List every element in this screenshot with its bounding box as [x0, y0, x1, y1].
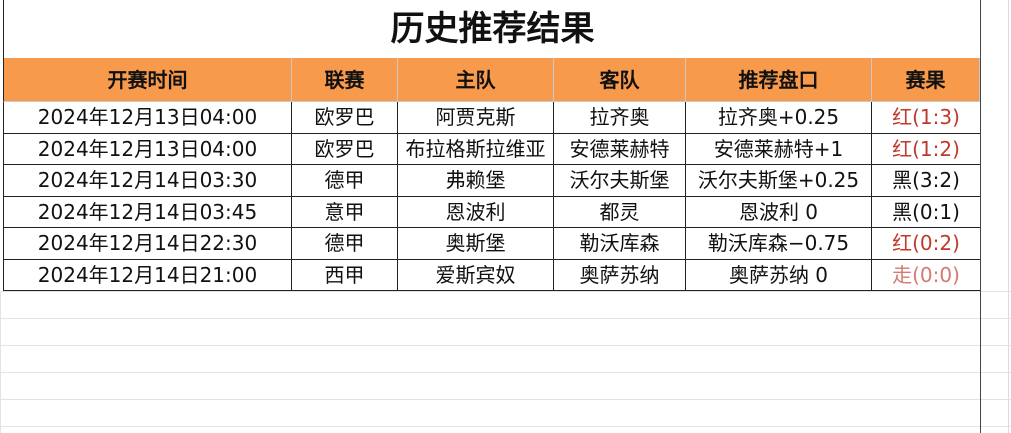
cell-text: 都灵: [599, 199, 640, 224]
data-row: 2024年12月14日03:45 意甲 恩波利 都灵 恩波利 0 黑(0:1): [3, 196, 980, 228]
data-cell: 2024年12月13日04:00: [3, 133, 292, 165]
data-row: 2024年12月14日21:00 西甲 爱斯宾奴 奥萨苏纳 奥萨苏纳 0 走(0:0): [3, 259, 980, 291]
data-cell: 安德莱赫特: [554, 133, 686, 165]
header-cell: 主队: [398, 58, 554, 102]
data-cell: 2024年12月14日21:00: [3, 259, 292, 291]
column-border: [1008, 0, 1009, 433]
header-cell: 客队: [554, 58, 686, 102]
cell-text: 奥萨苏纳: [579, 262, 660, 287]
cell-text: 联赛: [324, 68, 365, 92]
cell-text: 恩波利 0: [738, 199, 819, 224]
cell-text: 2024年12月14日21:00: [37, 262, 258, 287]
data-cell: 黑(3:2): [872, 165, 980, 197]
cell-text: 西甲: [324, 262, 365, 287]
cell-text: 拉齐奥+0.25: [717, 105, 840, 129]
data-cell: 西甲: [292, 259, 398, 291]
data-cell: 走(0:0): [872, 260, 980, 291]
data-cell: 爱斯宾奴: [398, 259, 554, 291]
data-cell: 勒沃库森−0.75: [686, 228, 872, 260]
cell-text: 沃尔夫斯堡+0.25: [697, 168, 860, 192]
cell-text: 奥斯堡: [445, 231, 506, 255]
data-cell: 拉齐奥+0.25: [686, 102, 872, 134]
data-cell: 奥萨苏纳 0: [686, 259, 872, 291]
data-cell: 欧罗巴: [292, 133, 398, 165]
cell-text: 黑(0:1): [892, 199, 960, 224]
cell-text: 红(1:2): [892, 136, 960, 161]
cell-text: 客队: [599, 68, 640, 92]
data-cell: 弗赖堡: [398, 165, 554, 197]
cell-text: 拉齐奥: [589, 105, 650, 129]
data-cell: 意甲: [292, 196, 398, 228]
cell-text: 2024年12月14日22:30: [37, 231, 258, 255]
data-cell: 沃尔夫斯堡: [554, 165, 686, 197]
data-row: 2024年12月13日04:00 欧罗巴 阿贾克斯 拉齐奥 拉齐奥+0.25 红(1:3): [3, 102, 980, 134]
cell-text: 沃尔夫斯堡: [569, 168, 670, 192]
data-cell: 安德莱赫特+1: [686, 133, 872, 165]
header-cell: 联赛: [292, 58, 398, 102]
cell-text: 爱斯宾奴: [435, 262, 516, 287]
data-cell: 奥萨苏纳: [554, 259, 686, 291]
data-cell: 布拉格斯拉维亚: [398, 133, 554, 165]
data-cell: 恩波利: [398, 196, 554, 228]
results-table: 开赛时间 联赛 主队 客队 推荐盘口 赛果 2024年12月13日04:00 欧罗巴 阿贾克斯 拉…: [3, 58, 980, 291]
data-cell: 红(1:2): [872, 134, 980, 165]
data-cell: 德甲: [292, 165, 398, 197]
data-cell: 沃尔夫斯堡+0.25: [686, 165, 872, 197]
header-cell: 赛果: [872, 58, 980, 102]
cell-text: 意甲: [324, 199, 365, 224]
data-cell: 2024年12月14日03:30: [3, 165, 292, 197]
cell-text: 布拉格斯拉维亚: [405, 136, 546, 161]
cell-text: 安德莱赫特+1: [713, 136, 844, 161]
data-cell: 德甲: [292, 228, 398, 260]
empty-cells: [0, 291, 1011, 433]
data-cell: 奥斯堡: [398, 228, 554, 260]
cell-text: 2024年12月13日04:00: [37, 136, 258, 161]
cell-text: 勒沃库森: [579, 231, 660, 255]
cell-text: 赛果: [905, 68, 946, 92]
sheet-title: 历史推荐结果: [3, 0, 981, 58]
cell-text: 安德莱赫特: [569, 136, 670, 161]
data-cell: 勒沃库森: [554, 228, 686, 260]
data-cell: 2024年12月13日04:00: [3, 102, 292, 134]
cell-text: 勒沃库森−0.75: [707, 231, 850, 255]
cell-text: 主队: [455, 68, 496, 92]
cell-text: 推荐盘口: [738, 68, 819, 92]
data-cell: 阿贾克斯: [398, 102, 554, 134]
cell-text: 德甲: [324, 231, 365, 255]
column-border: [980, 0, 981, 433]
cell-text: 弗赖堡: [445, 168, 506, 192]
cell-text: 2024年12月14日03:30: [37, 168, 258, 192]
data-cell: 拉齐奥: [554, 102, 686, 134]
cell-text: 恩波利: [445, 199, 506, 224]
cell-text: 红(0:2): [892, 231, 960, 255]
data-row: 2024年12月14日22:30 德甲 奥斯堡 勒沃库森 勒沃库森−0.75 红(0:2): [3, 228, 980, 260]
data-row: 2024年12月13日04:00 欧罗巴 布拉格斯拉维亚 安德莱赫特 安德莱赫特+1 红(…: [3, 133, 980, 165]
data-cell: 红(1:3): [872, 102, 980, 134]
cell-text: 红(1:3): [892, 105, 960, 129]
cell-text: 德甲: [324, 168, 365, 192]
cell-text: 欧罗巴: [314, 105, 375, 129]
data-cell: 红(0:2): [872, 228, 980, 260]
data-cell: 恩波利 0: [686, 196, 872, 228]
data-cell: 欧罗巴: [292, 102, 398, 134]
cell-text: 走(0:0): [892, 262, 960, 287]
cell-text: 2024年12月13日04:00: [37, 105, 258, 129]
header-cell: 开赛时间: [3, 58, 292, 102]
data-row: 2024年12月14日03:30 德甲 弗赖堡 沃尔夫斯堡 沃尔夫斯堡+0.25 黑(3:…: [3, 165, 980, 197]
cell-text: 黑(3:2): [892, 168, 960, 192]
cell-text: 开赛时间: [107, 68, 188, 92]
header-cell: 推荐盘口: [686, 58, 872, 102]
cell-text: 欧罗巴: [314, 136, 375, 161]
header-row: 开赛时间 联赛 主队 客队 推荐盘口 赛果: [3, 58, 980, 102]
cell-text: 阿贾克斯: [435, 105, 516, 129]
data-cell: 黑(0:1): [872, 197, 980, 228]
data-cell: 2024年12月14日22:30: [3, 228, 292, 260]
data-cell: 都灵: [554, 196, 686, 228]
data-cell: 2024年12月14日03:45: [3, 196, 292, 228]
cell-text: 2024年12月14日03:45: [37, 199, 258, 224]
cell-text: 奥萨苏纳 0: [728, 262, 829, 287]
